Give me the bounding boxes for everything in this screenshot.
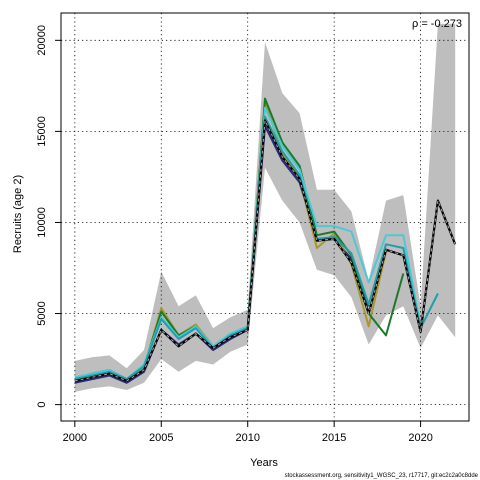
- y-tick-label-15000: 15000: [36, 116, 48, 147]
- plot-area: 2000 2005 2010 2015 2020 0 5000 10000 15000 20000: [36, 12, 470, 444]
- plot-frame: [60, 12, 470, 422]
- footer-source: stockassessment.org, sensitivity1_WGSC_2…: [285, 473, 479, 479]
- y-tick-label-5000: 5000: [36, 301, 48, 325]
- y-tick-label-0: 0: [36, 402, 48, 408]
- series-line-base-dash: [74, 118, 456, 382]
- x-tick-label-2020: 2020: [408, 432, 432, 444]
- x-tick-label-2005: 2005: [149, 432, 173, 444]
- y-tick-label-20000: 20000: [36, 25, 48, 56]
- x-tick-label-2010: 2010: [235, 432, 259, 444]
- x-tick-label-2000: 2000: [63, 432, 87, 444]
- y-tick-label-10000: 10000: [36, 207, 48, 238]
- confidence-band: [74, 23, 456, 392]
- rho-annotation: ρ = -0.273: [412, 18, 462, 30]
- x-tick-label-2015: 2015: [322, 432, 346, 444]
- x-axis-title: Years: [250, 457, 278, 469]
- y-axis-title: Recruits (age 2): [12, 175, 24, 253]
